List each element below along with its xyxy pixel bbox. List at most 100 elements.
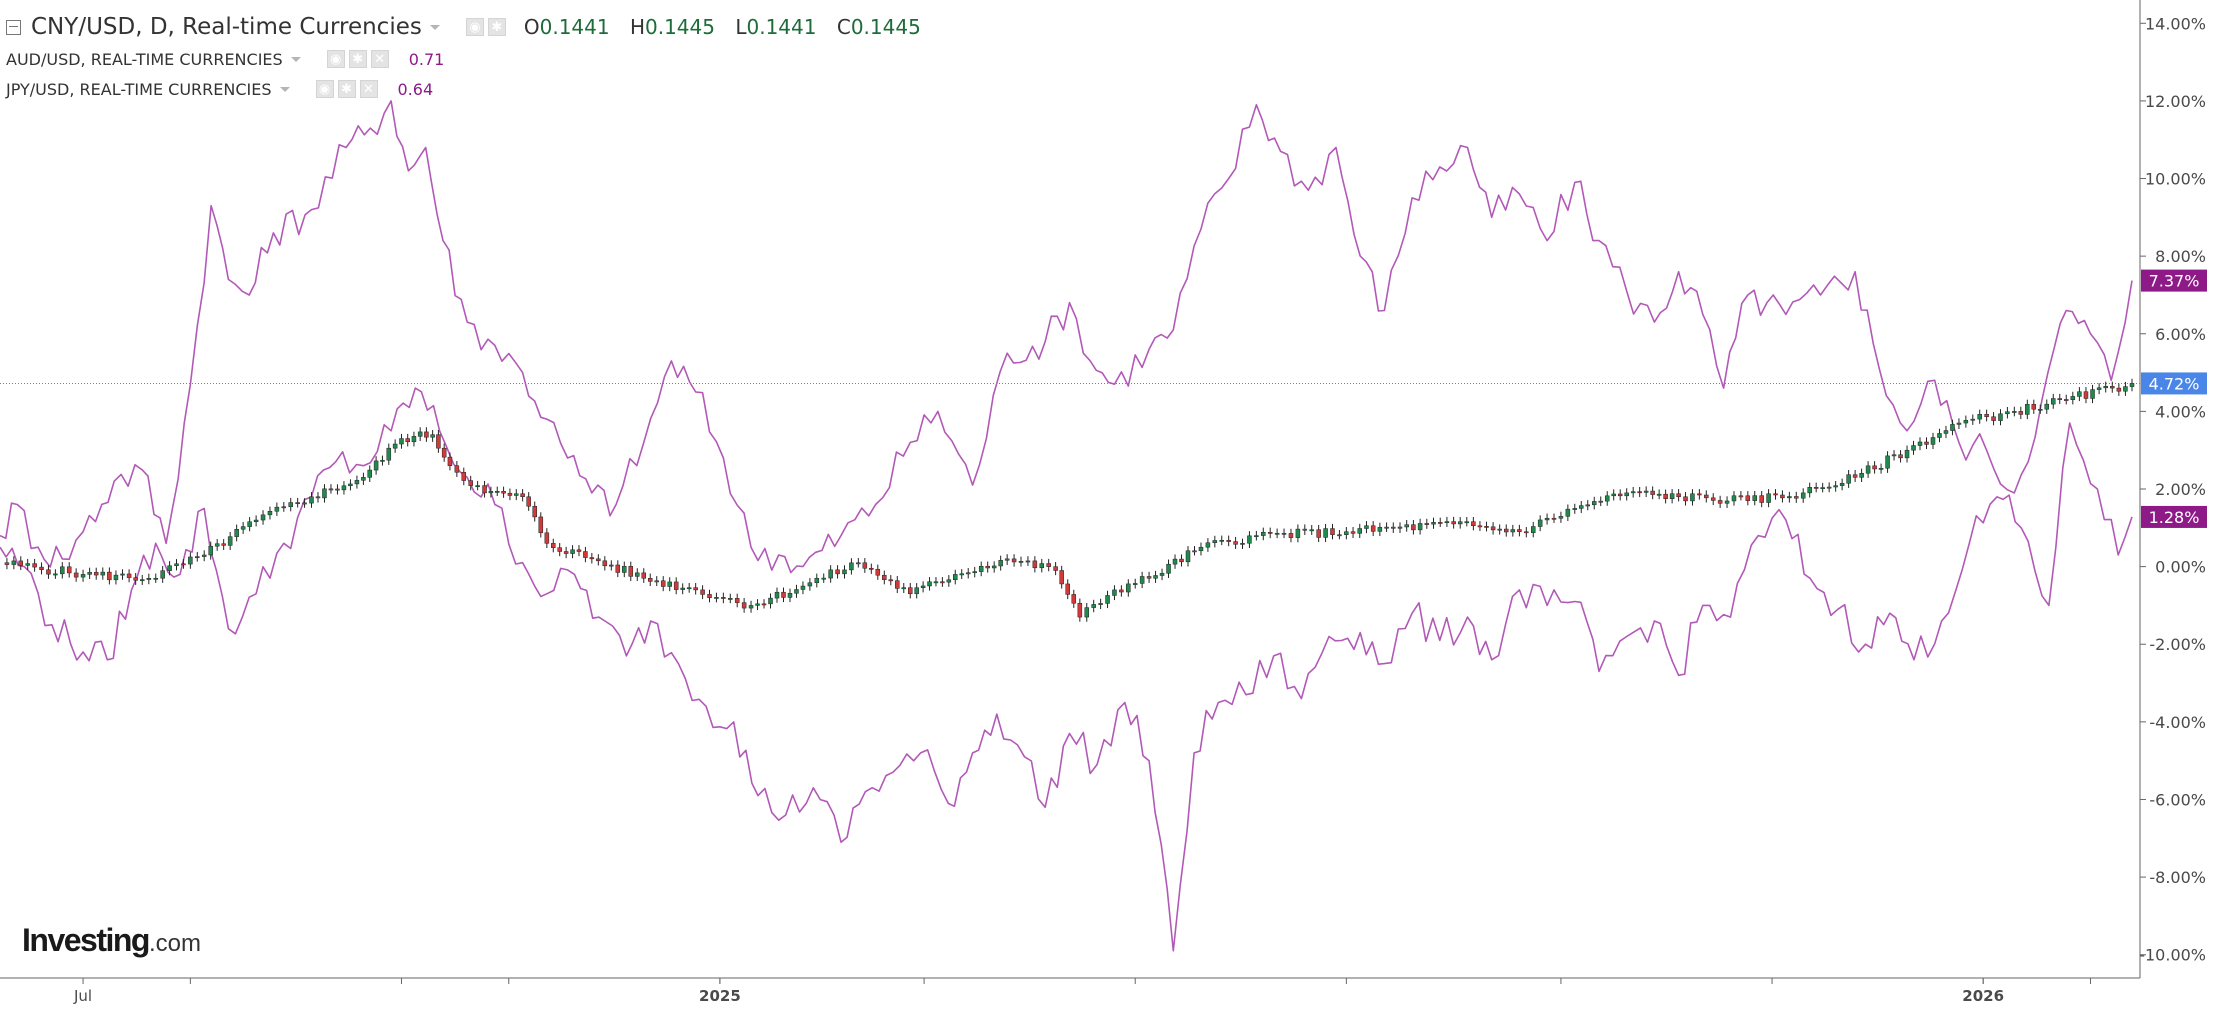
candle-body	[411, 436, 417, 443]
candle-body	[1457, 521, 1463, 525]
chevron-down-icon[interactable]	[429, 24, 440, 30]
candle-body	[849, 562, 854, 571]
candle-body	[2070, 396, 2076, 400]
candle-body	[869, 568, 874, 570]
close-icon[interactable]: ✕	[359, 80, 378, 98]
candle-body	[1956, 422, 1962, 425]
candle-body	[2129, 383, 2135, 387]
candle-body	[2090, 389, 2095, 399]
eye-icon[interactable]: ◉	[315, 80, 334, 98]
candle-body	[660, 580, 666, 587]
gear-icon[interactable]: ✱	[337, 80, 356, 98]
candle-body	[1984, 414, 1989, 418]
candle-body	[1431, 522, 1436, 525]
y-tick-label: 6.00%	[2155, 325, 2206, 344]
price-badges: 7.37% 4.72% 1.28%	[2141, 269, 2207, 528]
candle-body	[1637, 491, 1642, 494]
candle-body	[596, 558, 601, 562]
candle-body	[399, 438, 404, 445]
candle-body	[1261, 532, 1266, 536]
candle-body	[2103, 386, 2108, 389]
candle-body	[1839, 483, 1845, 486]
series-line-aud-usd	[0, 100, 2133, 574]
candle-body	[2123, 386, 2128, 392]
candle-body	[1437, 522, 1443, 524]
candle-body	[1745, 495, 1751, 501]
chevron-down-icon[interactable]	[290, 56, 301, 62]
candle-body	[1065, 583, 1070, 595]
y-tick-label: 8.00%	[2155, 247, 2206, 266]
candle-body	[1787, 496, 1792, 499]
gear-icon[interactable]: ✱	[487, 18, 506, 36]
candle-body	[1357, 528, 1363, 534]
candle-body	[4, 562, 10, 565]
candle-body	[1807, 487, 1812, 494]
candle-body	[647, 578, 653, 582]
candle-body	[583, 551, 588, 558]
x-tick-label: 2026	[1962, 987, 2004, 1005]
candle-body	[1846, 474, 1851, 484]
compare-value-aud: 0.71	[408, 49, 445, 69]
candle-body	[93, 572, 99, 576]
candle-body	[302, 502, 307, 505]
candle-body	[1233, 541, 1238, 545]
candle-body	[602, 560, 608, 567]
candle-body	[686, 587, 692, 590]
candle-body	[2057, 398, 2063, 400]
candle-body	[1330, 528, 1335, 535]
compare-tools-aud: ◉ ✱ ✕	[323, 50, 389, 68]
candle-body	[563, 551, 569, 554]
candle-body	[888, 579, 894, 582]
candle-body	[234, 528, 239, 537]
candle-body	[721, 597, 726, 599]
candle-body	[1384, 526, 1389, 529]
candle-body	[1780, 494, 1785, 499]
candle-body	[972, 571, 977, 574]
candle-body	[787, 592, 793, 598]
compare-symbol-aud[interactable]: AUD/USD, REAL-TIME CURRENCIES	[6, 49, 283, 69]
candle-body	[281, 506, 287, 509]
candle-body	[1205, 542, 1211, 548]
main-symbol-title[interactable]: CNY/USD, D, Real-time Currencies	[31, 14, 422, 40]
candle-body	[1471, 521, 1476, 527]
chevron-down-icon[interactable]	[279, 86, 290, 92]
candle-body	[781, 591, 786, 598]
close-value: 0.1445	[850, 15, 921, 39]
close-icon[interactable]: ✕	[370, 50, 389, 68]
candle-body	[430, 434, 435, 438]
candle-body	[1833, 485, 1838, 488]
candle-body	[940, 581, 945, 584]
candle-body	[221, 543, 226, 546]
candle-body	[1240, 543, 1245, 545]
candle-body	[11, 560, 17, 565]
compare-symbol-jpy[interactable]: JPY/USD, REAL-TIME CURRENCIES	[6, 79, 272, 99]
candle-body	[309, 496, 314, 504]
candle-body	[1018, 561, 1024, 563]
candle-body	[755, 603, 760, 606]
candle-body	[1309, 529, 1314, 532]
eye-icon[interactable]: ◉	[326, 50, 345, 68]
candle-body	[538, 516, 544, 534]
candle-body	[201, 554, 207, 557]
candle-body	[2077, 391, 2082, 397]
candle-body	[835, 569, 840, 575]
candle-body	[622, 566, 627, 573]
collapse-icon[interactable]	[6, 19, 21, 35]
y-tick-label: -4.00%	[2149, 713, 2206, 732]
candle-body	[66, 566, 72, 574]
candle-body	[1198, 546, 1204, 552]
candle-body	[1820, 487, 1825, 489]
candle-body	[1185, 550, 1191, 563]
candle-body	[46, 569, 51, 575]
candle-body	[654, 580, 659, 583]
gear-icon[interactable]: ✱	[348, 50, 367, 68]
candle-body	[348, 483, 353, 487]
eye-icon[interactable]: ◉	[465, 18, 484, 36]
candle-body	[341, 485, 347, 491]
candle-body	[615, 564, 621, 573]
candle-body	[1281, 532, 1287, 535]
candle-body	[1530, 526, 1536, 533]
candle-body	[557, 547, 562, 552]
candle-body	[107, 571, 112, 581]
